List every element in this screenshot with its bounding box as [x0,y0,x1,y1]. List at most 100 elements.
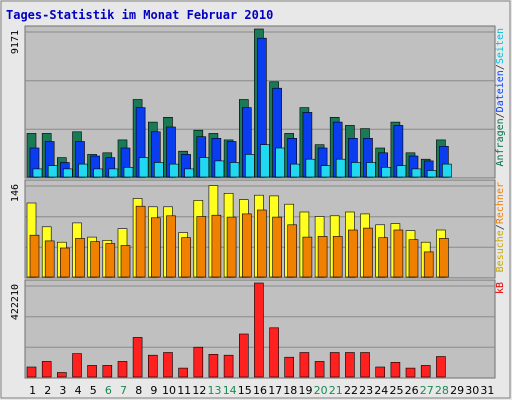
bar-rechner-day-18 [287,224,298,278]
panel-middle-legend-item-0: Besuche [495,230,506,272]
bar-rechner-day-19 [302,236,313,278]
day-label-14: 14 [223,384,237,397]
bar-kb-day-16 [254,282,264,378]
bar-kb-day-3 [56,372,67,378]
panel-top-legend-item-2: Dateien [495,70,506,112]
panel-middle: 146 Besuche/Rechner [10,179,506,279]
bar-rechner-day-8 [135,205,146,278]
day-label-22: 22 [344,384,358,397]
bar-kb-day-12 [193,346,204,378]
bar-rechner-day-6 [105,243,116,278]
bar-rechner-day-28 [439,238,449,278]
day-label-17: 17 [268,384,282,397]
series-dateien [29,37,449,178]
bar-seiten-day-11 [184,168,194,178]
bar-kb-day-26 [405,367,416,378]
day-labels: 1 2 3 4 5 6 7 8 9 10 11 12 13 14 15 16 17 18 19 20 21 22 23 24 2… [29,384,494,397]
bar-rechner-day-3 [59,247,70,278]
bar-seiten-day-1 [32,168,43,178]
bar-seiten-day-28 [442,163,452,178]
day-label-26: 26 [405,384,419,397]
bar-kb-day-7 [117,361,128,378]
bar-kb-day-6 [102,365,113,378]
bar-kb-day-17 [269,327,279,378]
bar-rechner-day-27 [423,251,434,278]
day-label-24: 24 [374,384,388,397]
bar-rechner-day-26 [408,239,419,278]
bar-seiten-day-23 [366,162,376,178]
bar-rechner-day-17 [272,216,282,278]
series-kb [26,282,446,378]
day-label-8: 8 [135,384,142,397]
bar-kb-day-23 [360,352,370,378]
day-label-11: 11 [177,384,191,397]
day-label-27: 27 [420,384,434,397]
bar-seiten-day-8 [138,157,149,178]
panel-top-max-label: 9171 [10,30,21,54]
bar-rechner-day-9 [151,217,161,278]
bar-rechner-day-13 [211,214,222,278]
bar-rechner-day-15 [242,213,252,278]
day-label-15: 15 [238,384,252,397]
day-label-18: 18 [283,384,297,397]
bar-seiten-day-27 [426,170,437,178]
bar-rechner-day-25 [393,229,404,278]
panel-bottom: 422210 kB [10,279,506,379]
bar-kb-day-2 [41,361,52,378]
bar-seiten-day-10 [169,163,179,178]
bar-kb-day-1 [26,366,37,378]
day-label-4: 4 [75,384,82,397]
bar-kb-day-5 [87,365,97,378]
bar-seiten-day-9 [154,162,164,178]
bar-rechner-day-10 [166,215,176,278]
bar-kb-day-19 [299,352,310,378]
bar-kb-day-11 [178,367,188,378]
panel-top-legend-item-1: / [495,112,506,118]
bar-rechner-day-12 [196,216,207,278]
panels-layer: 9171 Anfragen/Dateien/Seiten 146Besuche/Re… [10,25,506,379]
bar-kb-day-27 [420,365,431,378]
day-label-2: 2 [44,384,51,397]
day-label-25: 25 [390,384,404,397]
panel-middle-legend-item-2: Rechner [495,182,506,224]
bar-seiten-day-19 [305,158,316,178]
panel-top-legend-item-0: Anfragen [495,118,506,166]
day-label-12: 12 [192,384,206,397]
bar-kb-day-18 [284,356,295,378]
bar-seiten-day-17 [275,147,285,178]
bar-kb-day-14 [223,354,234,378]
panel-middle-legend-item-1: / [495,224,506,230]
bar-rechner-day-1 [29,234,40,278]
panel-bottom-max-label: 422210 [10,284,21,320]
day-label-28: 28 [435,384,449,397]
bar-seiten-day-24 [381,167,392,178]
bar-seiten-day-26 [411,168,422,178]
bar-seiten-day-4 [78,163,88,178]
bar-seiten-day-12 [199,157,210,178]
bar-kb-day-9 [148,354,158,378]
bar-seiten-day-18 [290,163,301,178]
bar-seiten-day-16 [260,144,270,178]
bar-seiten-day-3 [62,168,73,178]
bar-rechner-day-20 [317,236,328,278]
chart-title: Tages-Statistik im Monat Februar 2010 [6,8,273,22]
bar-seiten-day-22 [351,162,361,178]
day-label-7: 7 [120,384,127,397]
bar-rechner-day-5 [90,241,100,278]
bar-kb-day-8 [132,337,143,378]
bar-seiten-day-6 [108,168,119,178]
day-label-19: 19 [299,384,313,397]
bar-seiten-day-14 [229,162,240,178]
bar-seiten-day-21 [335,158,346,178]
panel-top-legend-item-3: / [495,64,506,70]
bar-rechner-day-14 [226,216,237,278]
bar-seiten-day-13 [214,160,225,178]
day-label-1: 1 [29,384,36,397]
panel-top-legend: Anfragen/Dateien/Seiten [495,28,506,167]
day-label-21: 21 [329,384,343,397]
panel-middle-legend: Besuche/Rechner [495,182,506,272]
day-label-16: 16 [253,384,267,397]
bar-seiten-day-7 [123,167,134,178]
